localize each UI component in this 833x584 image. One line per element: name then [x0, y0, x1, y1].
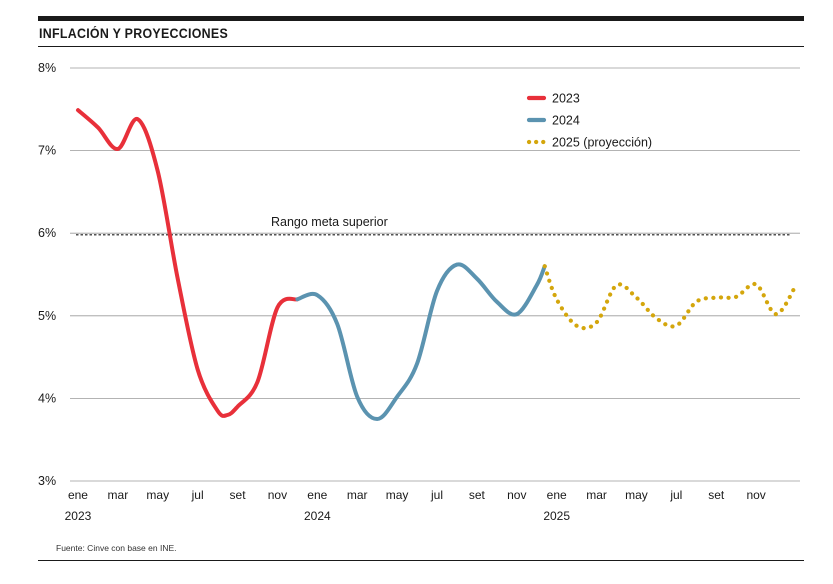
x-tick-label: ene: [68, 488, 88, 502]
y-tick-label: 7%: [38, 144, 56, 158]
x-tick-label: may: [146, 488, 169, 502]
y-tick-label: 6%: [38, 226, 56, 240]
x-tick-label: set: [469, 488, 486, 502]
x-tick-label: set: [708, 488, 725, 502]
y-tick-label: 4%: [38, 391, 56, 405]
source-note: Fuente: Cinve con base en INE.: [56, 543, 177, 553]
x-tick-label: jul: [191, 488, 204, 502]
x-tick-label: nov: [268, 488, 287, 502]
x-tick-label: ene: [307, 488, 327, 502]
x-tick-label: may: [386, 488, 409, 502]
x-tick-label: nov: [507, 488, 526, 502]
series-line-2025: [542, 264, 799, 331]
x-tick-label: mar: [108, 488, 129, 502]
y-tick-label: 5%: [38, 309, 56, 323]
x-tick-label: set: [230, 488, 247, 502]
x-tick-label: may: [625, 488, 648, 502]
legend-label: 2023: [552, 92, 580, 106]
y-tick-label: 8%: [38, 61, 56, 75]
top-rule: [38, 16, 804, 21]
x-tick-label: jul: [669, 488, 682, 502]
x-year-label: 2023: [65, 509, 92, 523]
series-line-2023: [75, 108, 300, 418]
title-rule: [38, 46, 804, 47]
x-tick-label: mar: [586, 488, 607, 502]
x-tick-label: jul: [430, 488, 443, 502]
series-line-2024: [295, 262, 547, 422]
reference-line-label: Rango meta superior: [271, 215, 388, 229]
chart-title: INFLACIÓN Y PROYECCIONES: [39, 26, 229, 41]
y-tick-label: 3%: [38, 474, 56, 488]
x-tick-label: nov: [746, 488, 765, 502]
x-year-label: 2024: [304, 509, 331, 523]
legend-label: 2024: [552, 114, 580, 128]
legend-label: 2025 (proyección): [552, 136, 652, 150]
x-tick-label: mar: [347, 488, 368, 502]
bottom-rule: [38, 560, 804, 561]
x-tick-label: ene: [547, 488, 567, 502]
x-year-label: 2025: [543, 509, 570, 523]
